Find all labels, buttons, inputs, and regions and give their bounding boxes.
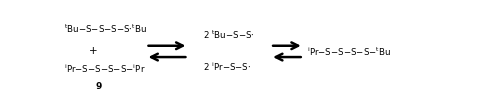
Text: $\mathregular{2\ {}^tBu{-}S{-}S{\cdot}}$: $\mathregular{2\ {}^tBu{-}S{-}S{\cdot}}$ [203,28,255,41]
Text: $\mathregular{2\ {}^iPr{-}S{-}S{\cdot}}$: $\mathregular{2\ {}^iPr{-}S{-}S{\cdot}}$ [203,61,252,73]
Text: $\mathbf{9}$: $\mathbf{9}$ [95,80,103,91]
Text: +: + [89,46,98,56]
Text: $\mathregular{{}^iPr{-}S{-}S{-}S{-}S{-}{}^tBu}$: $\mathregular{{}^iPr{-}S{-}S{-}S{-}S{-}{… [307,45,392,58]
Text: $\mathregular{{}^iPr{-}S{-}S{-}S{-}S{-}{}^iPr}$: $\mathregular{{}^iPr{-}S{-}S{-}S{-}S{-}{… [64,63,145,75]
Text: $\mathregular{{}^tBu{-}S{-}S{-}S{-}S{\cdot}{}^tBu}$: $\mathregular{{}^tBu{-}S{-}S{-}S{-}S{\cd… [64,23,147,35]
